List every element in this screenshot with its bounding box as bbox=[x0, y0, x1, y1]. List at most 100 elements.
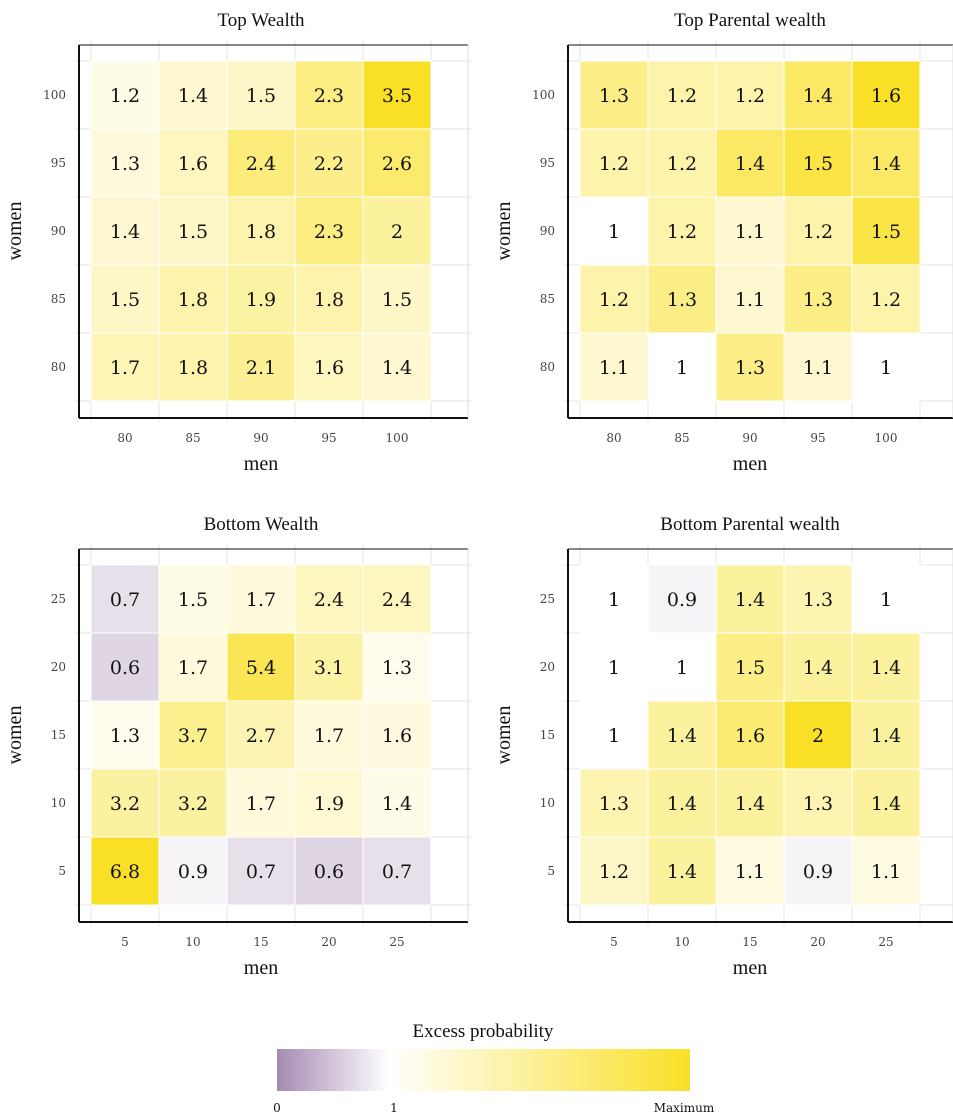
heatmap-cell bbox=[851, 332, 921, 402]
y-tick-label: 15 bbox=[540, 728, 555, 742]
cell-value-label: 1.3 bbox=[110, 153, 140, 175]
y-axis-label: women bbox=[493, 706, 515, 765]
y-tick-label: 25 bbox=[540, 592, 555, 606]
panel-title: Bottom Parental wealth bbox=[660, 514, 840, 535]
cell-value-label: 1.4 bbox=[735, 793, 765, 815]
heatmap-cell bbox=[579, 836, 649, 906]
x-tick-label: 5 bbox=[610, 935, 618, 949]
x-tick-label: 85 bbox=[185, 431, 200, 445]
heatmap-cell bbox=[579, 632, 649, 702]
heatmap-cell bbox=[158, 264, 228, 334]
heatmap-cell bbox=[647, 768, 717, 838]
heatmap-cell bbox=[851, 564, 921, 634]
y-tick-label: 80 bbox=[51, 360, 66, 374]
cell-value-label: 1.1 bbox=[735, 221, 765, 243]
cell-value-label: 1.7 bbox=[178, 657, 208, 679]
y-tick-label: 80 bbox=[540, 360, 555, 374]
legend-colorbar bbox=[277, 1049, 690, 1091]
cell-value-label: 1 bbox=[676, 657, 688, 679]
heatmap-cell bbox=[90, 564, 160, 634]
legend-tick-0: 0 bbox=[273, 1101, 281, 1115]
y-axis-label: women bbox=[4, 202, 26, 261]
cell-value-label: 1.4 bbox=[803, 85, 833, 107]
cell-value-label: 1.3 bbox=[382, 657, 412, 679]
heatmap-cell bbox=[362, 60, 432, 130]
heatmap-cell bbox=[362, 632, 432, 702]
cell-value-label: 1.5 bbox=[803, 153, 833, 175]
cell-value-label: 1.2 bbox=[735, 85, 765, 107]
cell-value-label: 2 bbox=[391, 221, 403, 243]
cell-value-label: 1 bbox=[608, 589, 620, 611]
y-tick-label: 10 bbox=[51, 796, 66, 810]
cell-value-label: 0.9 bbox=[178, 861, 208, 883]
heatmap-cell bbox=[90, 332, 160, 402]
cell-value-label: 1.4 bbox=[871, 725, 901, 747]
heatmap-cell bbox=[851, 264, 921, 334]
cell-value-label: 1.5 bbox=[735, 657, 765, 679]
heatmap-cell bbox=[362, 332, 432, 402]
x-tick-label: 100 bbox=[875, 431, 898, 445]
heatmap-cell bbox=[851, 196, 921, 266]
cell-value-label: 5.4 bbox=[246, 657, 276, 679]
heatmap-cell bbox=[294, 60, 364, 130]
cell-value-label: 1.6 bbox=[178, 153, 208, 175]
heatmap-cell bbox=[294, 836, 364, 906]
cell-value-label: 1.3 bbox=[667, 289, 697, 311]
heatmap-cell bbox=[715, 768, 785, 838]
heatmap-cell bbox=[226, 564, 296, 634]
heatmap-cell bbox=[851, 836, 921, 906]
heatmap-cell bbox=[783, 60, 853, 130]
y-axis-label: women bbox=[493, 202, 515, 261]
cell-value-label: 0.6 bbox=[314, 861, 344, 883]
heatmap-cell bbox=[851, 60, 921, 130]
heatmap-cell bbox=[715, 196, 785, 266]
heatmap-cell bbox=[158, 196, 228, 266]
heatmap-cell bbox=[579, 128, 649, 198]
cell-value-label: 2.4 bbox=[246, 153, 276, 175]
x-tick-label: 95 bbox=[321, 431, 336, 445]
heatmap-cell bbox=[783, 700, 853, 770]
cell-value-label: 1 bbox=[608, 725, 620, 747]
cell-value-label: 3.7 bbox=[178, 725, 208, 747]
y-tick-label: 20 bbox=[51, 660, 66, 674]
y-tick-label: 10 bbox=[540, 796, 555, 810]
heatmap-cell bbox=[90, 700, 160, 770]
y-tick-label: 95 bbox=[51, 156, 66, 170]
heatmap-cell bbox=[90, 264, 160, 334]
cell-value-label: 1.4 bbox=[871, 657, 901, 679]
heatmap-cell bbox=[158, 60, 228, 130]
heatmap-cell bbox=[90, 196, 160, 266]
cell-value-label: 1.7 bbox=[314, 725, 344, 747]
heatmap-cell bbox=[647, 196, 717, 266]
cell-value-label: 1.5 bbox=[382, 289, 412, 311]
panels: 1.7 1.8 2.1 1.6 1.4 1.5 1.8 1.9 1.8 1.5 1.4 1.5 1.8 2… bbox=[4, 10, 953, 979]
heatmap-cell bbox=[783, 128, 853, 198]
x-axis-label: men bbox=[244, 957, 278, 979]
heatmap-cell bbox=[647, 836, 717, 906]
cell-value-label: 2.3 bbox=[314, 85, 344, 107]
heatmap-cell bbox=[647, 128, 717, 198]
y-tick-label: 100 bbox=[43, 88, 66, 102]
cell-value-label: 2.4 bbox=[314, 589, 344, 611]
heatmap-cell bbox=[226, 632, 296, 702]
heatmap-cell bbox=[579, 332, 649, 402]
cell-value-label: 1.1 bbox=[803, 357, 833, 379]
heatmap-cell bbox=[90, 60, 160, 130]
heatmap-cell bbox=[579, 60, 649, 130]
cell-value-label: 1.4 bbox=[382, 793, 412, 815]
heatmap-cell bbox=[579, 196, 649, 266]
panel-title: Bottom Wealth bbox=[204, 514, 319, 535]
x-tick-label: 80 bbox=[606, 431, 621, 445]
cell-value-label: 1.4 bbox=[382, 357, 412, 379]
cell-value-label: 3.1 bbox=[314, 657, 344, 679]
y-tick-label: 25 bbox=[51, 592, 66, 606]
panel-1: 1.1 1 1.3 1.1 1 1.2 1.3 1.1 1.3 1.2 1 1.2 1.1 1.2 1.5 1… bbox=[493, 10, 953, 475]
cell-value-label: 0.7 bbox=[110, 589, 140, 611]
x-tick-label: 90 bbox=[253, 431, 268, 445]
cell-value-label: 0.9 bbox=[667, 589, 697, 611]
x-tick-label: 15 bbox=[742, 935, 757, 949]
cell-value-label: 2 bbox=[812, 725, 824, 747]
cell-value-label: 1.6 bbox=[871, 85, 901, 107]
cell-value-label: 2.7 bbox=[246, 725, 276, 747]
cell-value-label: 1.5 bbox=[178, 589, 208, 611]
